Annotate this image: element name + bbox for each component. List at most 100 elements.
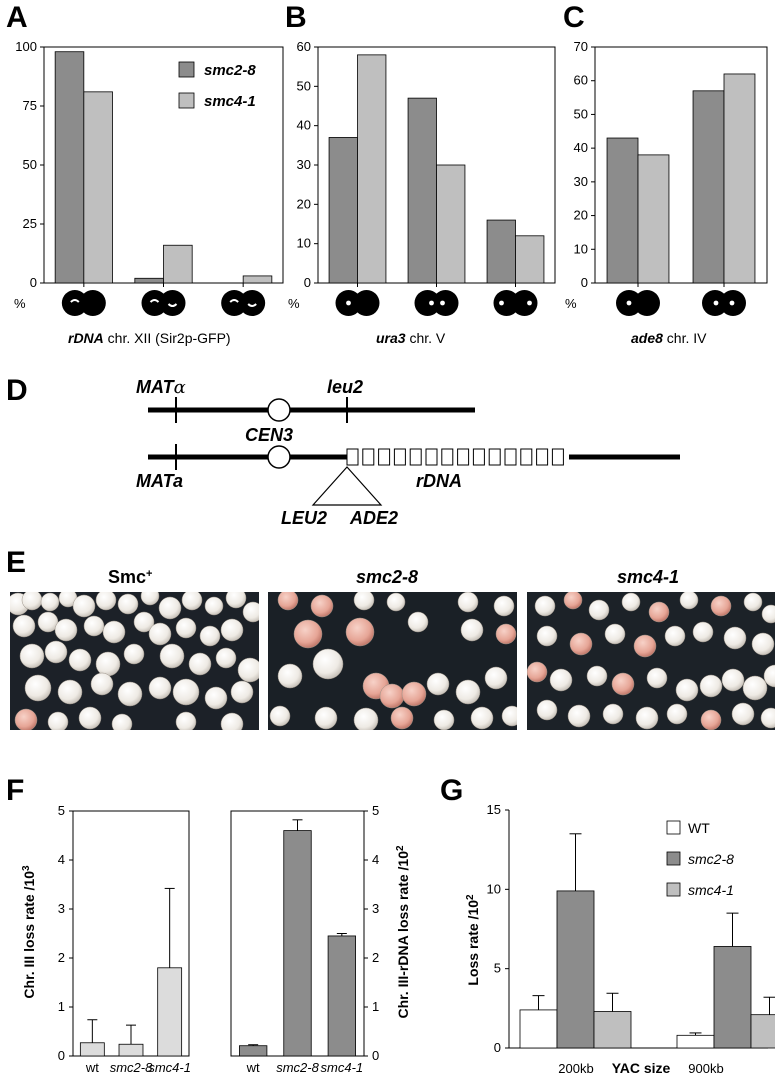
plate2-red-colony <box>277 592 299 611</box>
mat-alpha-label: MATα <box>136 377 186 398</box>
plate3-red-colony <box>611 672 635 696</box>
plate3-white-colony <box>679 592 699 610</box>
a-ytick-label: 25 <box>23 216 37 231</box>
f-left-ytick-label: 5 <box>58 803 65 818</box>
plate3-red-colony <box>563 592 583 610</box>
c-bar-smc2-8-1 <box>692 90 725 284</box>
plate3-white-colony <box>602 703 624 725</box>
plate3-red-colony <box>527 661 548 683</box>
g-xtick-label: 200kb <box>558 1061 593 1076</box>
plate2-red-colony <box>390 706 414 730</box>
leu2-label: leu2 <box>327 377 363 397</box>
f-right-ytick-label: 4 <box>372 852 379 867</box>
plate3-white-colony <box>675 678 699 702</box>
plate3-white-colony <box>692 621 714 643</box>
b-ytick-label: 10 <box>297 236 311 251</box>
c-nucleus-lobe-right <box>634 290 660 316</box>
f-right-ytick-label: 2 <box>372 950 379 965</box>
plate2-white-colony <box>269 705 291 727</box>
plate1-white-colony <box>54 618 78 642</box>
c-ytick-label: 10 <box>574 241 588 256</box>
plate3-white-colony <box>731 702 755 726</box>
a-nucleus-icon-2 <box>221 290 266 316</box>
rdna-repeat-unit <box>441 448 454 466</box>
mat-a-label: MATa <box>136 471 183 491</box>
g-bar-smc2-8-200kb <box>556 890 595 1049</box>
c-ytick-label: 20 <box>574 208 588 223</box>
chromosome-diagram: MATα leu2 CEN3 MATa rDNA LEU2 ADE2 <box>136 377 680 528</box>
b-gfp-dot <box>527 300 532 306</box>
plate-colonies-2 <box>269 592 517 730</box>
chart-a: 0 25 50 75 100% <box>14 39 284 316</box>
g-bar-WT-900kb <box>676 1034 715 1049</box>
b-percent-label: % <box>288 296 300 311</box>
a-ytick-label: 100 <box>15 39 37 54</box>
b-ytick-label: 0 <box>304 275 311 290</box>
plate3-white-colony <box>743 592 763 612</box>
f-left-ylabel: Chr. III loss rate /103 <box>21 865 38 999</box>
rdna-repeat-unit <box>504 448 517 466</box>
f-left-bar-smc4-1 <box>157 967 183 1057</box>
plate3-white-colony <box>761 604 775 624</box>
plate1-white-colony <box>40 592 60 612</box>
a-nucleus-lobe-left <box>141 290 168 316</box>
legend-label-smc2-8: smc2-8 <box>204 62 256 79</box>
plate-colonies-1 <box>10 592 259 730</box>
photo-smc2-8 <box>268 592 517 730</box>
plate3-white-colony <box>699 674 723 698</box>
f-left-bar-wt <box>79 1042 105 1057</box>
plate2-red-colony <box>495 623 517 645</box>
plate2-white-colony <box>312 648 344 680</box>
a-percent-label: % <box>14 296 26 311</box>
caption-a: rDNA chr. XII (Sir2p-GFP) <box>68 330 231 346</box>
plate1-white-colony <box>140 592 160 606</box>
rdna-repeat-unit <box>362 448 375 466</box>
a-nucleus-icon-0 <box>61 290 106 316</box>
a-ytick-label: 50 <box>23 157 37 172</box>
plate2-white-colony <box>314 706 338 730</box>
g-bar-smc4-1-200kb <box>593 1011 632 1049</box>
plate2-white-colony <box>426 672 450 696</box>
centromere-lower <box>267 445 291 469</box>
panel-label-f: F <box>6 774 24 807</box>
plate1-white-colony <box>44 640 68 664</box>
b-nucleus-icon-0 <box>335 290 380 316</box>
plate1-white-colony <box>57 679 83 705</box>
c-nucleus-icon-1 <box>702 290 746 316</box>
plate3-white-colony <box>723 626 747 650</box>
f-right-xtick-label: smc2-8 <box>276 1060 319 1075</box>
plate3-red-colony <box>569 632 593 656</box>
plate3-white-colony <box>536 625 558 647</box>
legend-g-label-smc2-8: smc2-8 <box>688 851 734 867</box>
rdna-repeat-unit <box>409 448 422 466</box>
plate3-white-colony <box>586 665 608 687</box>
plate2-white-colony <box>353 707 379 730</box>
photo-smc4-1 <box>527 592 775 730</box>
c-gfp-dot <box>729 300 735 306</box>
c-ytick-label: 30 <box>574 174 588 189</box>
b-nucleus-lobe-left <box>414 290 441 316</box>
plate1-white-colony <box>230 680 254 704</box>
f-right-ylabel: Chr. III-rDNA loss rate /102 <box>395 845 412 1019</box>
rdna-repeat-unit <box>346 448 359 466</box>
LEU2-label: LEU2 <box>281 508 327 528</box>
plate1-white-colony <box>175 617 197 639</box>
plate3-white-colony <box>635 706 659 730</box>
chart-b: 0 10 20 30 40 50 60% <box>288 39 556 316</box>
caption-a-rest: chr. XII (Sir2p-GFP) <box>104 330 231 346</box>
f-left-xtick-label: smc2-8 <box>110 1060 153 1075</box>
f-right-xtick-label: smc4-1 <box>321 1060 364 1075</box>
plate1-white-colony <box>175 711 197 730</box>
caption-b-gene: ura3 <box>376 330 406 346</box>
a-nucleolus-arc <box>167 303 178 307</box>
b-bar-smc4-1-2 <box>515 235 545 284</box>
cen3-label: CEN3 <box>245 425 293 445</box>
b-gfp-dot <box>499 300 504 306</box>
legend-g: WT smc2-8 smc4-1 <box>666 820 734 898</box>
f-right-ytick-label: 1 <box>372 999 379 1014</box>
caption-c-rest: chr. IV <box>663 330 707 346</box>
f-left-ytick-label: 3 <box>58 901 65 916</box>
a-nucleolus-arc <box>70 299 80 303</box>
plate1-white-colony <box>220 618 244 642</box>
b-bar-smc4-1-0 <box>357 54 387 284</box>
